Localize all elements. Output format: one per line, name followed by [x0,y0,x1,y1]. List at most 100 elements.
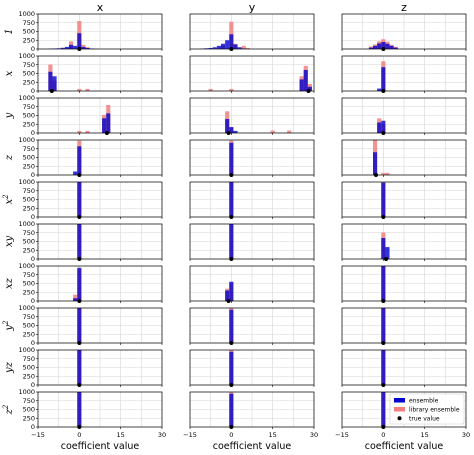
y-tick-label: 750 [23,61,35,69]
ensemble-bar [69,44,74,49]
panel-y2-y [189,307,315,345]
y-tick-label: 0 [31,297,35,305]
legend-swatch-ensemble [394,398,405,403]
row-label-z: z [4,154,15,161]
y-tick-label: 0 [31,381,35,389]
row-label-xy: xy [4,236,15,248]
row-label-xz: xz [4,277,15,289]
y-tick-label: 250 [23,414,35,422]
panel-frame [189,307,315,344]
panel-xz-x [36,265,163,303]
ensemble-bar [229,127,234,133]
y-tick-label: 0 [31,255,35,263]
y-tick-label: 750 [23,355,35,363]
y-tick-label: 0 [31,423,35,431]
ensemble-bar [381,238,386,259]
y-tick-label: 500 [23,280,35,288]
y-tick-label: 250 [23,288,35,296]
panel-x-z [341,55,467,93]
row-label-base: x [4,199,15,205]
row-label-1: 1 [4,28,15,34]
library-ensemble-bar [208,88,213,91]
row-label-sup: 2 [2,194,10,200]
ensemble-bar [381,266,386,301]
x-tick-label: 15 [269,431,277,439]
row-label-base: z [4,408,15,415]
ensemble-bar [229,34,234,49]
column-title-z: z [401,1,407,14]
panel-frame [189,223,315,260]
legend: ensemble library ensemble true value [389,393,465,425]
ensemble-bar [221,43,226,49]
library-ensemble-bar [85,88,90,91]
y-tick-label: 750 [23,19,35,27]
x-tick-label: 30 [158,431,166,439]
library-ensemble-bar [381,172,386,175]
panel-frame [189,139,315,176]
ensemble-bar [229,393,234,427]
column-title-y: y [249,1,256,14]
x-tick-label: 15 [421,431,429,439]
row-label-sup: 2 [2,320,10,326]
library-ensemble-bar [77,130,82,133]
y-tick-label: 0 [31,213,35,221]
ensemble-bar [52,76,57,91]
y-tick-label: 500 [23,112,35,120]
panel-yz-z [341,349,467,387]
ensemble-bar [229,182,234,217]
y-tick-label: 250 [23,36,35,44]
row-label-base: y [4,112,15,119]
panel-x2-x [36,181,163,219]
panel-frame [341,13,467,50]
row-label-base: z [4,154,15,161]
ensemble-bar [102,118,107,133]
x-tick-label: −15 [31,431,45,439]
panel-frame [341,265,467,302]
y-tick-label: 1000 [18,52,35,60]
row-label-base: x [4,70,15,76]
y-tick-label: 1000 [18,178,35,186]
panel-z2-y [189,391,315,429]
row-label-z2: z2 [2,404,15,415]
ensemble-bar [106,113,111,133]
y-tick-label: 250 [23,204,35,212]
x-axis-label: coefficient value [365,441,444,452]
y-tick-label: 500 [23,406,35,414]
panel-y-x [36,97,163,135]
y-tick-label: 250 [23,78,35,86]
library-ensemble-bar [270,130,275,133]
ensemble-bar [229,351,234,385]
ensemble-bar [385,247,390,259]
y-tick-label: 250 [23,246,35,254]
ensemble-bar [73,171,78,175]
panel-y-y [189,97,315,135]
row-label-base: xz [4,277,15,289]
panel-1-x [36,13,163,51]
ensemble-bar [381,392,386,427]
ensemble-bar [77,33,82,49]
panel-frame [341,307,467,344]
row-label-y2: y2 [2,320,15,332]
panel-y2-x [36,307,163,345]
y-tick-label: 500 [23,70,35,78]
y-tick-label: 250 [23,372,35,380]
ensemble-bar [77,146,82,175]
y-tick-label: 0 [31,171,35,179]
x-tick-label: 30 [310,431,318,439]
row-label-x: x [4,70,15,76]
row-label-base: yz [4,361,15,374]
ensemble-bar [373,152,378,175]
ensemble-bar [381,67,386,91]
labels-layer: x y z102505007501000x02505007501000y025050… [2,1,470,452]
row-label-base: y [4,325,15,332]
panel-frame [189,391,315,428]
panel-1-z [341,13,467,51]
x-axis-label: coefficient value [61,441,140,452]
ensemble-bar [303,70,308,91]
legend-label-library-ensemble: library ensemble [409,406,460,413]
ensemble-bar [212,47,217,49]
library-ensemble-bar [245,47,250,49]
ensemble-bar [368,47,373,49]
x-tick-label: 0 [381,431,385,439]
panel-x-x [36,55,163,93]
